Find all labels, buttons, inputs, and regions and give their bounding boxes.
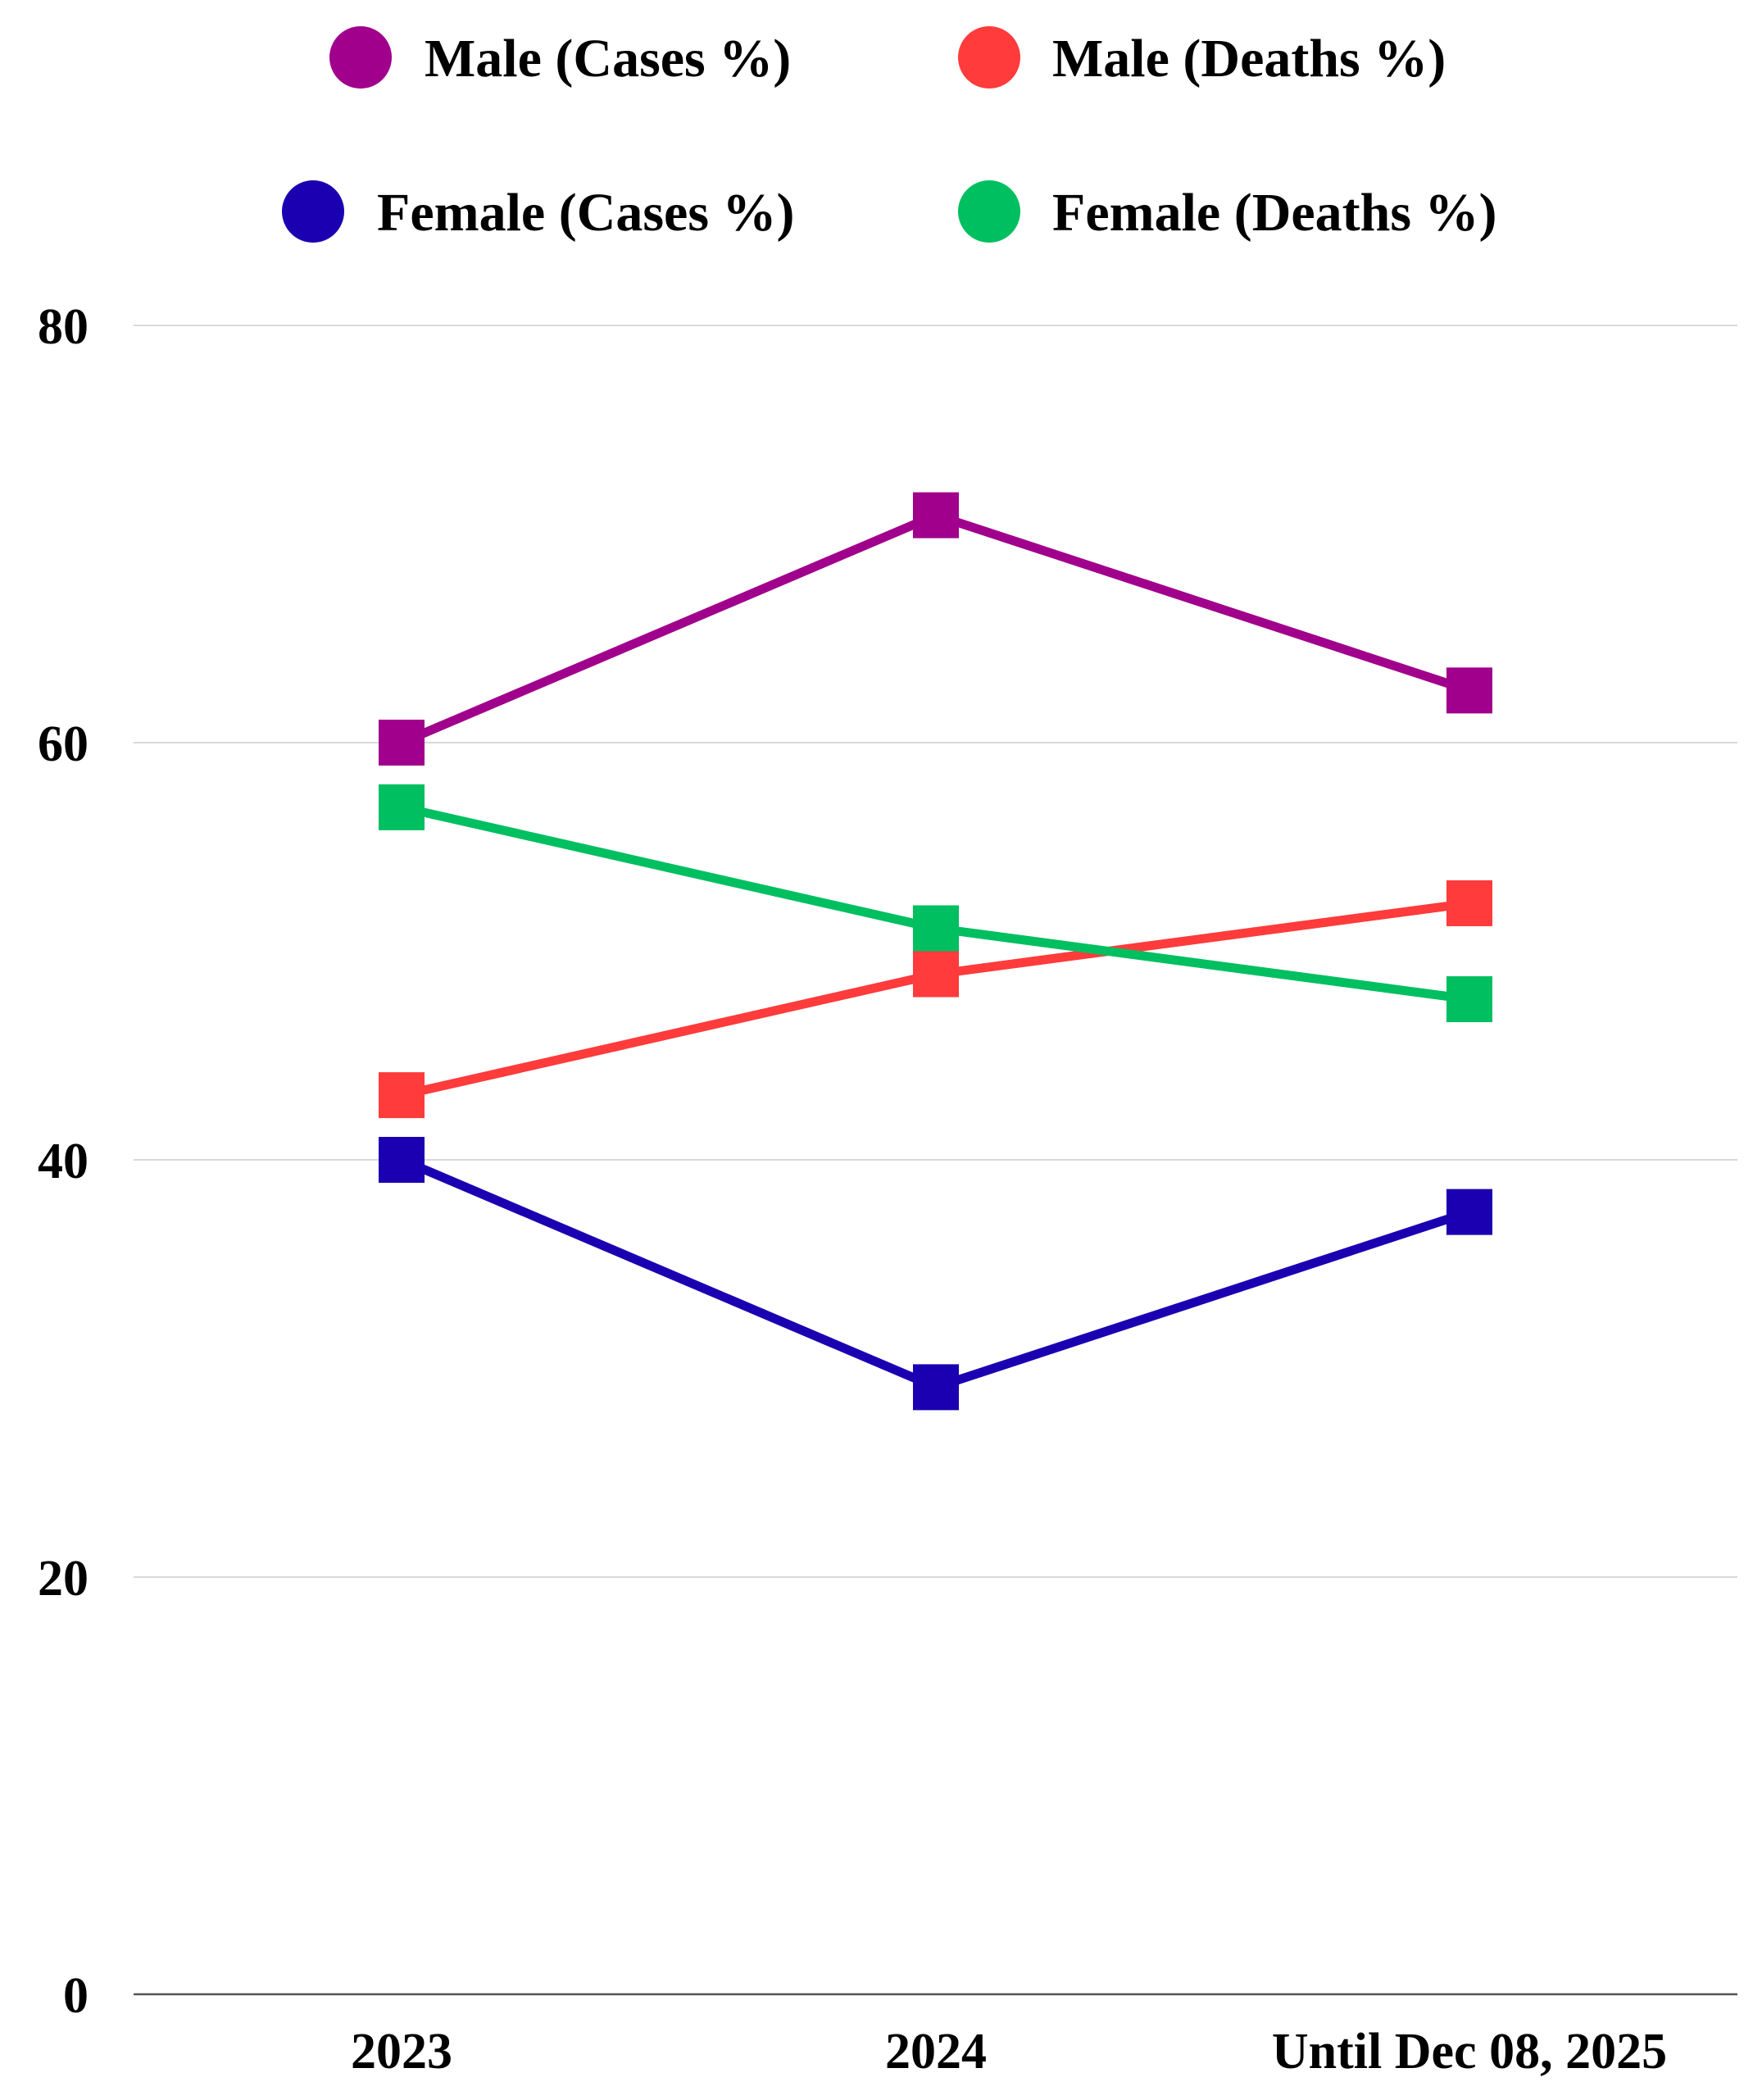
series-line-male-cases — [397, 511, 1474, 748]
series-male-deaths — [379, 880, 1492, 1119]
series-male-cases — [379, 492, 1492, 766]
legend-marker-icon — [282, 180, 344, 243]
data-point-male-deaths-1 — [913, 951, 959, 998]
legend-item-female-cases[interactable]: Female (Cases %) — [282, 180, 795, 243]
legend: Male (Cases %) Male (Deaths %) Female (Cas… — [282, 26, 1497, 243]
series-female-cases — [379, 1137, 1492, 1411]
data-point-female-deaths-1 — [913, 905, 959, 952]
data-point-male-cases-0 — [379, 720, 425, 766]
series-line-female-cases — [397, 1155, 1474, 1392]
data-point-female-deaths-2 — [1446, 976, 1492, 1023]
legend-label: Male (Cases %) — [425, 29, 791, 89]
data-point-female-cases-0 — [379, 1137, 425, 1183]
legend-marker-icon — [958, 180, 1020, 243]
y-tick-label-20: 20 — [38, 1551, 89, 1607]
data-point-female-deaths-0 — [379, 784, 425, 830]
legend-marker-icon — [958, 26, 1020, 89]
legend-item-male-deaths[interactable]: Male (Deaths %) — [958, 26, 1446, 89]
series-group — [379, 492, 1492, 1411]
legend-label: Male (Deaths %) — [1052, 29, 1446, 89]
data-point-male-deaths-2 — [1446, 880, 1492, 926]
data-point-male-cases-2 — [1446, 667, 1492, 714]
y-tick-label-40: 40 — [38, 1134, 89, 1189]
series-female-deaths — [379, 784, 1492, 1023]
legend-item-male-cases[interactable]: Male (Cases %) — [329, 26, 791, 89]
axes: 0 20 40 60 80 2023 2024 Until Dec 08, 2025 — [38, 299, 1667, 2080]
x-tick-label-2: Until Dec 08, 2025 — [1272, 2024, 1667, 2080]
data-point-female-cases-2 — [1446, 1189, 1492, 1235]
legend-item-female-deaths[interactable]: Female (Deaths %) — [958, 180, 1497, 243]
x-tick-label-0: 2023 — [351, 2024, 452, 2080]
data-point-male-deaths-0 — [379, 1072, 425, 1119]
y-tick-label-0: 0 — [63, 1968, 89, 2024]
data-point-female-cases-1 — [913, 1364, 959, 1411]
gridlines — [134, 325, 1737, 1996]
legend-label: Female (Deaths %) — [1052, 183, 1497, 243]
y-tick-label-80: 80 — [38, 299, 89, 355]
y-tick-label-60: 60 — [38, 716, 89, 772]
data-point-male-cases-1 — [913, 492, 959, 539]
x-tick-label-1: 2024 — [885, 2024, 987, 2080]
legend-label: Female (Cases %) — [377, 183, 795, 243]
legend-marker-icon — [329, 26, 392, 89]
